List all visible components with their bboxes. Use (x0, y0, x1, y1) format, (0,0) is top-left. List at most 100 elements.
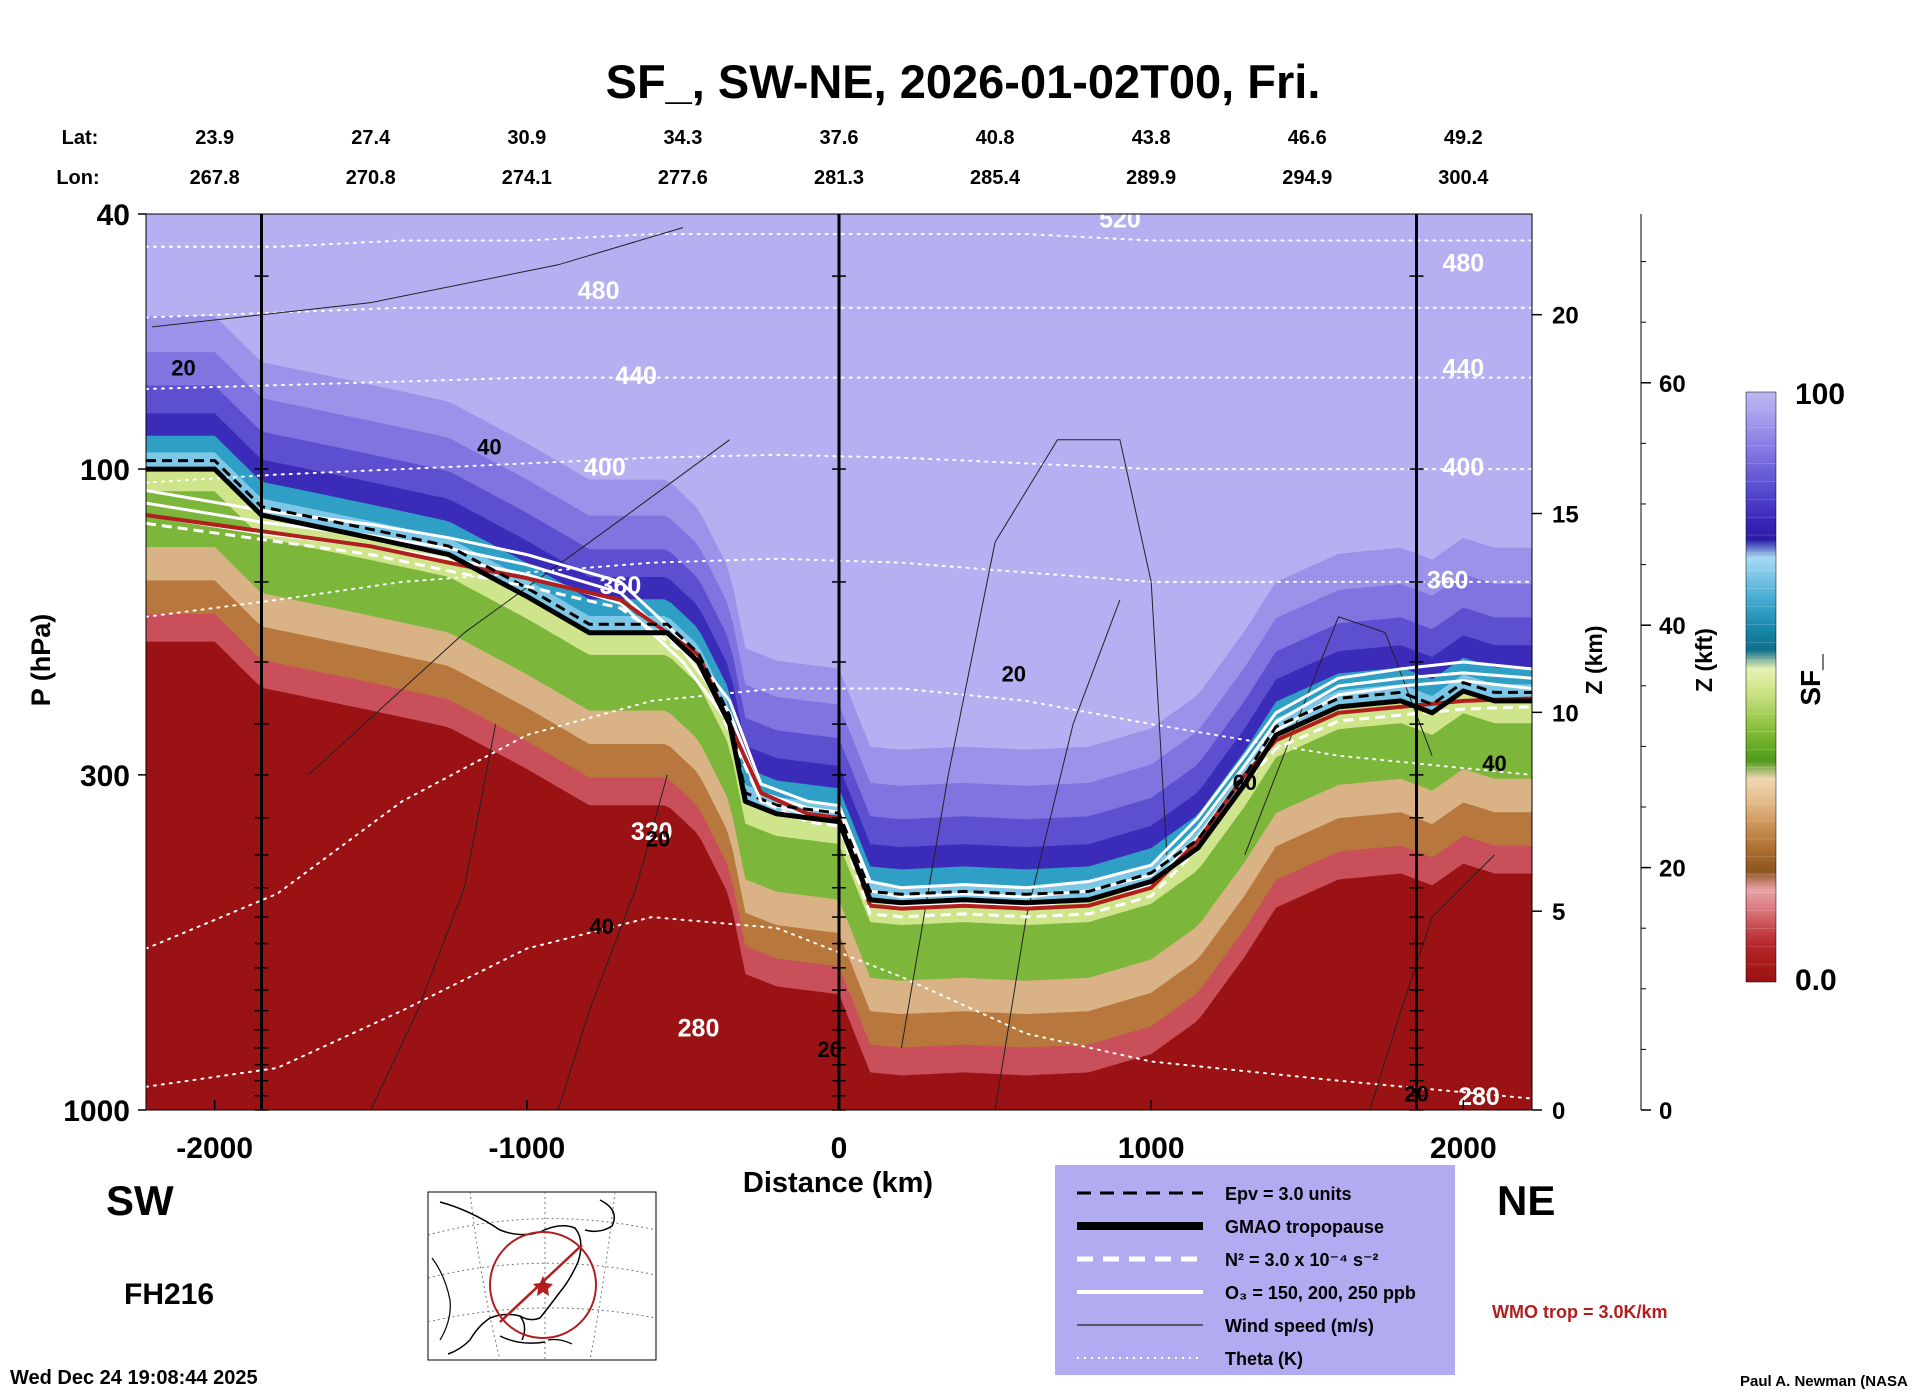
contour-labels: 280 280 320 360 360 400 400 440 440 480 480 520 20 40… (171, 205, 1507, 1111)
theta-label: 320 (631, 818, 673, 846)
zkft-tick-label: 40 (1659, 613, 1686, 640)
x-tick-label: -2000 (176, 1132, 253, 1165)
legend-box (1055, 1165, 1455, 1375)
theta-label: 360 (600, 572, 642, 600)
x-tick-label: 2000 (1430, 1132, 1497, 1165)
pressure-axis: 40 100 300 1000 (63, 199, 146, 1128)
lon-value: 285.4 (970, 167, 1021, 189)
x-axis-label: Distance (km) (743, 1167, 933, 1199)
z-km-axis-label: Z (km) (1581, 626, 1607, 695)
wmo-tropopause-line (146, 513, 1532, 911)
map-coastline-2 (431, 1257, 573, 1345)
lon-value: 281.3 (814, 167, 864, 189)
legend: Epv = 3.0 units GMAO tropopause N² = 3.0 x… (1055, 1165, 1455, 1375)
wind-isotach (900, 439, 1168, 1048)
credit: Paul A. Newman (NASA (1740, 1373, 1908, 1390)
theta-label: 520 (1099, 205, 1141, 233)
lon-value: 289.9 (1126, 167, 1176, 189)
lon-value: 300.4 (1438, 167, 1489, 189)
theta-label: 480 (578, 277, 620, 305)
x-tick-label: 0 (831, 1132, 848, 1165)
theta-label: 280 (678, 1015, 720, 1043)
colorbar-max-label: 100 (1795, 378, 1845, 411)
zkft-tick-label: 60 (1659, 371, 1686, 398)
left-region-label: SW (106, 1177, 174, 1224)
theta-contour (146, 916, 1532, 1100)
zkm-tick-label: 0 (1552, 1098, 1565, 1125)
wmo-trop-label: WMO trop = 3.0K/km (1492, 1302, 1668, 1322)
section-vertical-lines (254, 214, 1424, 1111)
theta-label: 280 (1458, 1083, 1500, 1111)
lat-value: 46.6 (1288, 127, 1327, 149)
wind-label: 20 (1002, 661, 1026, 686)
theta-label: 400 (1442, 454, 1484, 482)
zkft-tick-label: 20 (1659, 856, 1686, 883)
lat-label: Lat: (62, 127, 99, 149)
inset-map (427, 1191, 657, 1361)
p-tick-label: 100 (80, 454, 130, 487)
wind-label: 40 (477, 435, 501, 460)
contour-layer (146, 227, 1532, 1110)
colorbar (1745, 391, 1777, 983)
wind-label: 40 (1482, 751, 1506, 776)
p-tick-label: 300 (80, 760, 130, 793)
wind-isotach (557, 774, 668, 1110)
wind-isotach (307, 439, 730, 776)
lon-value: 294.9 (1282, 167, 1332, 189)
zkm-tick-label: 20 (1552, 303, 1579, 330)
wind-isotach (994, 599, 1121, 1110)
theta-label: 360 (1427, 567, 1469, 595)
legend-label: Wind speed (m/s) (1225, 1316, 1374, 1336)
theta-contour (146, 557, 1532, 618)
theta-label: 400 (584, 454, 626, 482)
epv-contour (146, 459, 1532, 896)
lon-value: 267.8 (190, 167, 240, 189)
zkm-tick-label: 10 (1552, 700, 1579, 727)
wind-label: 20 (171, 356, 195, 381)
legend-label: GMAO tropopause (1225, 1217, 1384, 1237)
theta-label: 480 (1442, 249, 1484, 277)
lon-value: 270.8 (346, 167, 396, 189)
timestamp: Wed Dec 24 19:08:44 2025 (10, 1367, 258, 1389)
lat-value: 40.8 (976, 127, 1015, 149)
z-kft-axis-label: Z (kft) (1691, 628, 1717, 692)
legend-label: O₃ = 150, 200, 250 ppb (1225, 1283, 1416, 1303)
lat-value: 34.3 (663, 127, 702, 149)
colorbar-min-label: 0.0 (1795, 964, 1837, 997)
theta-label: 440 (615, 362, 657, 390)
chart-title: SF_, SW-NE, 2026-01-02T00, Fri. (606, 55, 1321, 108)
right-region-label: NE (1497, 1177, 1555, 1224)
x-tick-label: -1000 (488, 1132, 565, 1165)
wind-label: 60 (1233, 770, 1257, 795)
x-axis: -2000 -1000 0 1000 2000 (176, 1100, 1497, 1165)
theta-label: 440 (1442, 354, 1484, 382)
wind-isotach (370, 724, 497, 1110)
wind-label: 20 (646, 826, 670, 851)
map-graticule (427, 1191, 657, 1361)
map-center-star (533, 1276, 553, 1296)
z-kft-axis: 0 20 40 60 (1641, 261, 1686, 1125)
legend-label: Theta (K) (1225, 1349, 1303, 1369)
lat-value: 23.9 (195, 127, 234, 149)
ozone-contour (146, 489, 1532, 890)
p-tick-label: 40 (97, 199, 130, 232)
map-range-circle (489, 1231, 597, 1339)
lon-label: Lon: (56, 167, 99, 189)
lat-value: 43.8 (1132, 127, 1171, 149)
wind-isotach (1244, 616, 1433, 856)
zkft-tick-label: 0 (1659, 1098, 1672, 1125)
lat-value: 49.2 (1444, 127, 1483, 149)
lon-value: 277.6 (658, 167, 708, 189)
theta-contour (146, 453, 1532, 484)
x-tick-label: 1000 (1118, 1132, 1185, 1165)
legend-label: N² = 3.0 x 10⁻⁴ s⁻² (1225, 1250, 1378, 1270)
lat-value: 37.6 (820, 127, 859, 149)
legend-label: Epv = 3.0 units (1225, 1184, 1352, 1204)
forecast-hour: FH216 (124, 1278, 214, 1311)
zkm-tick-label: 15 (1552, 502, 1579, 529)
colorbar-label: SF_ (1795, 654, 1826, 706)
n2-contour (146, 521, 1532, 919)
colorbar-strip (1745, 391, 1777, 983)
gmao-tropopause-line (146, 466, 1532, 906)
